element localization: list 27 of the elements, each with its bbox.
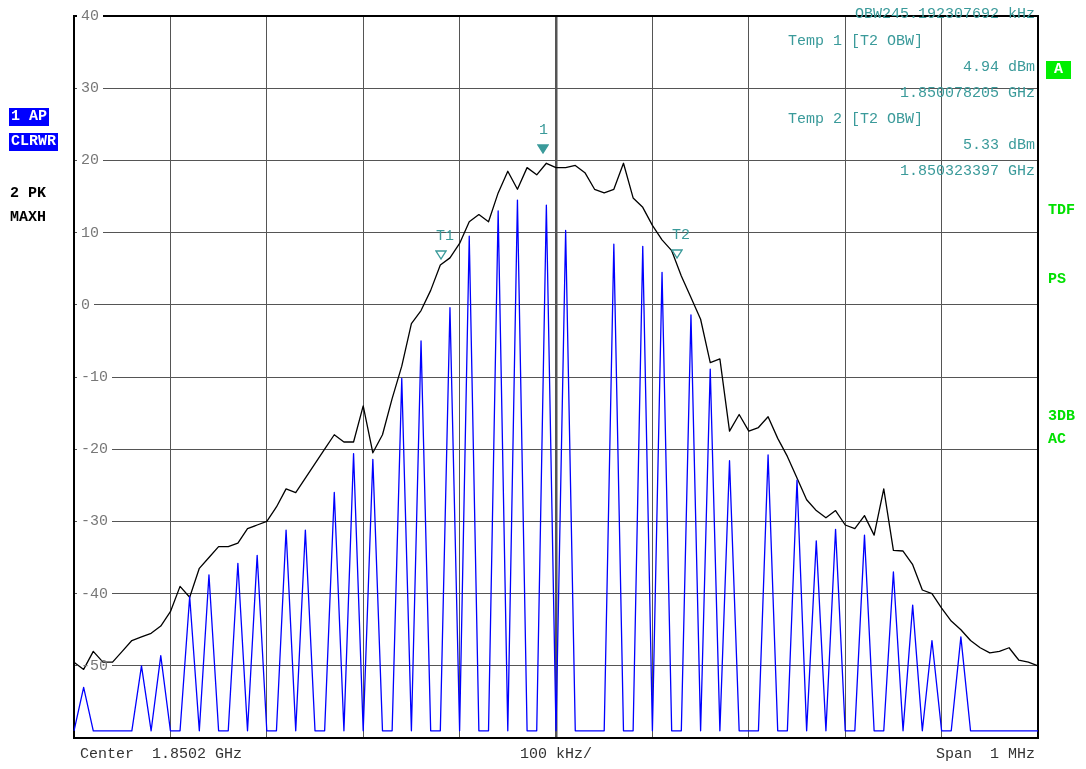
text: 1 AP xyxy=(9,108,50,126)
text: CLRWR xyxy=(9,133,59,151)
text: Center 1.8502 GHz xyxy=(80,746,243,764)
y-tick-label: -10 xyxy=(81,368,109,386)
text: Span 1 MHz xyxy=(935,746,1035,764)
y-tick-label: 30 xyxy=(81,80,100,98)
text: 2 PK xyxy=(10,185,47,203)
y-tick-label: -40 xyxy=(81,585,109,603)
text: 3DB xyxy=(1048,408,1076,426)
text: 100 kHz/ xyxy=(519,746,593,764)
text: MAXH xyxy=(10,209,47,227)
y-tick-label: -30 xyxy=(81,513,109,531)
y-tick-label: 0 xyxy=(81,296,91,314)
annotation: 5.33 dBm xyxy=(962,137,1035,155)
text: AC xyxy=(1048,431,1067,449)
y-tick-label: 10 xyxy=(81,224,100,242)
annotation: Temp 2 [T2 OBW] xyxy=(788,111,924,129)
text: PS xyxy=(1048,271,1067,289)
y-tick-label: -20 xyxy=(81,441,109,459)
annotation: 1 xyxy=(539,122,549,140)
text: TDF xyxy=(1048,202,1076,220)
y-tick-label: 20 xyxy=(81,152,100,170)
y-tick-label: 40 xyxy=(81,7,100,25)
annotation: Temp 1 [T2 OBW] xyxy=(788,33,924,51)
annotation: T1 xyxy=(436,228,455,246)
text: A xyxy=(1046,61,1072,79)
annotation: 4.94 dBm xyxy=(962,59,1035,77)
